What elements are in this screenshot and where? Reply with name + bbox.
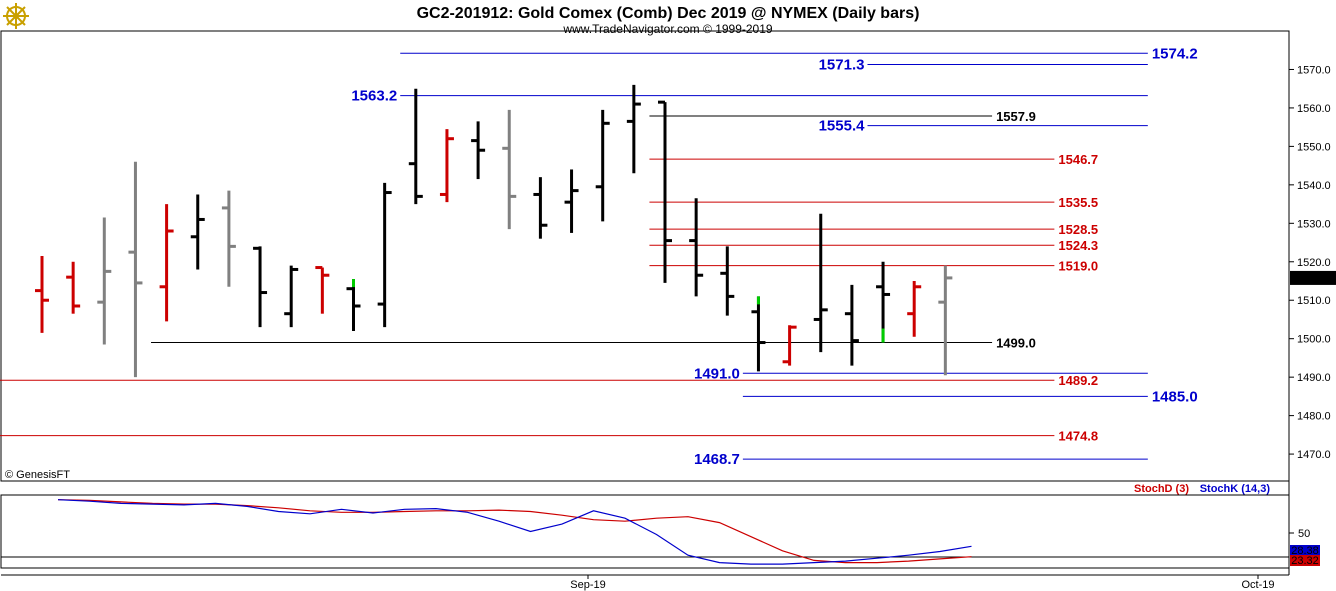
ohlc-bar <box>689 198 704 297</box>
level-label: 1499.0 <box>996 336 1036 351</box>
ohlc-bar <box>502 109 517 230</box>
logo <box>3 3 29 29</box>
ohlc-bar <box>595 109 610 222</box>
ohlc-bar <box>66 261 81 314</box>
ohlc-bar <box>377 182 392 328</box>
price-tick-label: 1470.0 <box>1297 449 1331 461</box>
ohlc-bar <box>35 256 49 333</box>
ohlc-bar <box>844 284 859 366</box>
ohlc-bar <box>626 84 641 174</box>
level-label: 1571.3 <box>819 56 865 73</box>
ohlc-bar <box>315 266 330 314</box>
last-price-label: 1515.8 <box>1296 273 1330 285</box>
level-label: 1485.0 <box>1152 388 1198 405</box>
last-price-marker: 1515.8 <box>1290 270 1336 285</box>
level-label: 1474.8 <box>1058 429 1098 444</box>
ohlc-bars <box>35 84 953 378</box>
ohlc-bar <box>471 121 486 180</box>
stoch-tick-label: 50 <box>1298 528 1310 540</box>
stoch-value-box <box>1290 555 1320 566</box>
price-axis: 1470.0 1480.0 1490.0 1500.0 1510.0 1520.0 1530… <box>1289 64 1331 461</box>
chart-subtitle: www.TradeNavigator.com © 1999-2019 <box>562 22 772 36</box>
chart-title: GC2-201912: Gold Comex (Comb) Dec 2019 @… <box>417 5 920 22</box>
ohlc-bar <box>658 100 672 283</box>
ohlc-bar <box>564 169 579 233</box>
watermark: © GenesisFT <box>5 469 70 481</box>
main-plot-frame <box>0 30 1290 482</box>
stoch-plot-frame <box>0 494 1290 569</box>
level-label: 1528.5 <box>1058 222 1098 237</box>
time-tick-label: Oct-19 <box>1241 579 1274 591</box>
ohlc-bar <box>782 325 797 366</box>
price-tick-label: 1540.0 <box>1297 180 1331 192</box>
level-label: 1546.7 <box>1058 152 1098 167</box>
price-tick-label: 1480.0 <box>1297 411 1331 423</box>
level-label: 1491.0 <box>694 365 740 382</box>
price-tick-label: 1570.0 <box>1297 64 1331 76</box>
ohlc-bar <box>439 129 454 203</box>
level-label: 1555.4 <box>819 118 866 135</box>
price-tick-label: 1520.0 <box>1297 257 1331 269</box>
price-tick-label: 1500.0 <box>1297 334 1331 346</box>
ohlc-bar <box>159 204 174 322</box>
ohlc-bar <box>284 265 299 328</box>
level-label: 1535.5 <box>1058 195 1098 210</box>
ohlc-bar <box>751 296 766 372</box>
ohlc-bar <box>720 246 735 316</box>
level-label: 1574.2 <box>1152 45 1198 62</box>
ohlc-bar <box>813 213 828 353</box>
level-label: 1519.0 <box>1058 259 1098 274</box>
ohlc-bar <box>346 279 361 331</box>
ohlc-bar <box>533 177 548 239</box>
ohlc-bar <box>876 261 891 343</box>
ohlc-bar <box>97 217 112 345</box>
ohlc-bar <box>190 194 205 270</box>
stochk-line <box>57 499 972 565</box>
level-label: 1468.7 <box>694 451 740 468</box>
ohlc-bar <box>938 265 953 376</box>
last-price-box <box>1290 270 1336 285</box>
time-tick-label: Sep-19 <box>570 579 605 591</box>
price-tick-label: 1550.0 <box>1297 141 1331 153</box>
ohlc-bar <box>253 246 268 328</box>
stoch-value-label: 28.38 <box>1291 545 1319 557</box>
level-label: 1563.2 <box>351 88 397 105</box>
legend-stochd: StochD (3) <box>1134 483 1189 495</box>
time-axis: Sep-19 Oct-19 <box>570 575 1275 591</box>
ohlc-bar <box>408 88 423 205</box>
price-tick-label: 1510.0 <box>1297 295 1331 307</box>
level-label: 1557.9 <box>996 109 1036 124</box>
price-tick-label: 1530.0 <box>1297 218 1331 230</box>
legend-stochk: StochK (14,3) <box>1200 483 1271 495</box>
price-tick-label: 1560.0 <box>1297 103 1331 115</box>
stoch-value-label: 23.32 <box>1291 555 1319 567</box>
ohlc-bar <box>907 281 922 337</box>
price-tick-label: 1490.0 <box>1297 372 1331 384</box>
price-levels: 1574.2 1571.3 1563.2 1557.9 1555.4 1546.7 1535… <box>0 45 1198 468</box>
golden-ship-wheel-icon <box>3 3 29 29</box>
level-label: 1489.2 <box>1058 373 1098 388</box>
level-label: 1524.3 <box>1058 238 1098 253</box>
ohlc-bar <box>128 161 143 378</box>
stoch-value-box <box>1290 545 1320 556</box>
ohlc-bar <box>221 190 236 287</box>
